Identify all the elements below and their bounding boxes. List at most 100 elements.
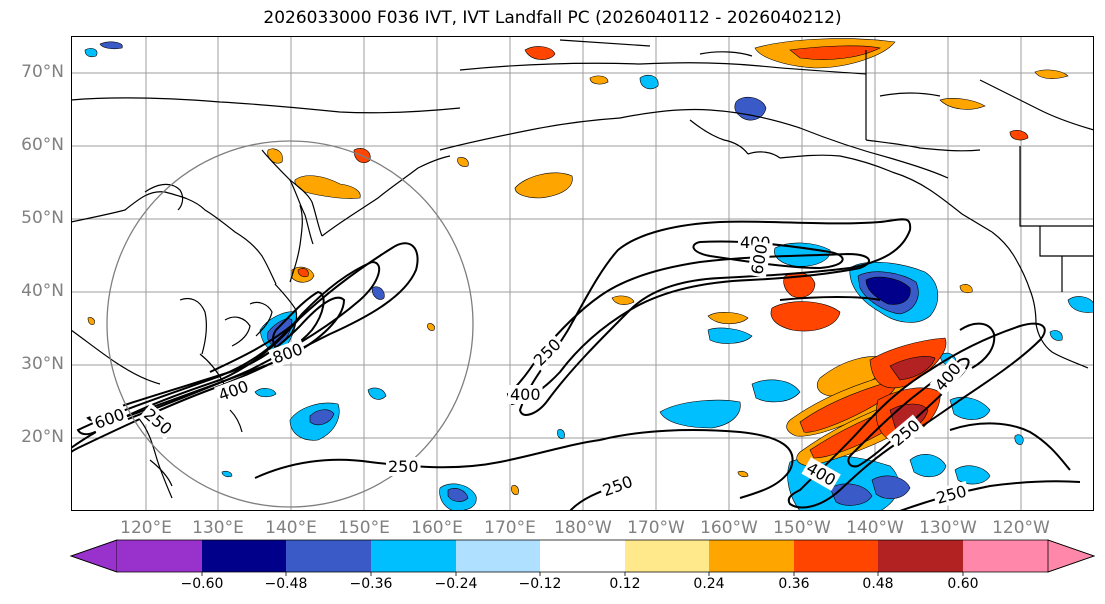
anomaly-positive-cnp-4 (611, 295, 635, 305)
contour-mid-250 (518, 218, 912, 416)
colorbar-tick-6: 0.12 (609, 576, 641, 592)
colorbar-bin-1 (117, 540, 202, 572)
anomaly-positive-arctic-4 (939, 98, 986, 110)
colorbar-bin-7 (625, 540, 709, 572)
anomaly-negative-sub-6 (871, 475, 911, 500)
map-frame (71, 36, 1094, 511)
lon-label-140w: 140°W (846, 518, 904, 538)
colorbar (69, 539, 1096, 576)
contour-label-halo (528, 333, 567, 372)
lat-label-50n: 50°N (21, 208, 64, 228)
anomaly-positive-asia-7 (297, 268, 309, 278)
colorbar-bin-3 (286, 540, 371, 572)
anomaly-negative-sub-2 (751, 379, 801, 403)
colorbar-bin-9 (794, 540, 878, 572)
contour-label-halo (929, 357, 967, 397)
colorbar-tick-1: −0.60 (180, 576, 224, 592)
anomaly-positive-asia-5 (457, 157, 469, 167)
anomaly-negative-sub-12 (1049, 330, 1063, 341)
contour-lob (959, 322, 996, 369)
lat-label-20n: 20°N (21, 427, 64, 447)
contour-label-halo (508, 385, 543, 404)
contour-se-200 (949, 422, 1071, 471)
contour-label-halo (932, 481, 971, 509)
anomaly-negative-cnp-4 (865, 276, 911, 305)
colorbar-tick-8: 0.36 (778, 576, 810, 592)
anomaly-positive-pacific-1 (511, 485, 519, 495)
lon-label-170w: 170°W (627, 518, 685, 538)
lon-label-130w: 130°W (919, 518, 977, 538)
contour-label-halo (214, 375, 253, 406)
anomaly-positive-streak-9 (889, 356, 936, 381)
anomaly-negative-pacific-7 (447, 488, 469, 502)
anomaly-negative-sub-13 (1014, 434, 1024, 445)
colorbar-bin-10 (878, 540, 963, 572)
colorbar-outline (69, 539, 1096, 573)
anomaly-positive-asia-9 (427, 323, 435, 331)
colorbar-bin-4 (371, 540, 456, 572)
lon-label-140e: 140°E (265, 518, 317, 538)
colorbar-bin-11 (963, 540, 1048, 572)
map-title: 2026033000 F036 IVT, IVT Landfall PC (20… (263, 8, 842, 28)
lat-label-70n: 70°N (21, 62, 64, 82)
anomaly-positive-arctic-5 (1009, 130, 1029, 141)
contour-label-halo (598, 471, 638, 501)
anomaly-negative-pacific-3 (309, 409, 335, 426)
contour-label-halo (138, 403, 178, 441)
anomaly-positive-cnp-5 (959, 284, 973, 294)
contour-label-halo (886, 414, 926, 452)
colorbar-bin-5 (456, 540, 540, 572)
lon-label-130e: 130°E (192, 518, 244, 538)
anomaly-negative-pacific-9 (221, 470, 233, 478)
contour-label-halo (801, 457, 841, 491)
colorbar-tick-3: −0.36 (349, 576, 393, 592)
lon-label-120w: 120°W (992, 518, 1050, 538)
contour-label-8: 250 (388, 457, 419, 476)
anomaly-negative-sub-7 (909, 454, 947, 478)
anomaly-negative-pacific-4 (254, 388, 277, 398)
contour-label-halo (747, 240, 772, 278)
anomaly-negative-pacific-8 (557, 429, 565, 439)
anomaly-negative-pacific-1 (371, 286, 385, 300)
contour-mid-low (779, 296, 881, 301)
anomaly-positive-arctic-3 (524, 46, 556, 60)
contour-label-halo (90, 403, 129, 434)
colorbar-extend-left (69, 539, 118, 573)
colorbar-tick-5: −0.12 (518, 576, 562, 592)
lon-label-150e: 150°E (338, 518, 390, 538)
lon-label-180w: 180°W (554, 518, 612, 538)
contour-ne-250 (787, 322, 1046, 509)
landfall-region-circle (106, 140, 474, 508)
anomaly-negative-pacific-5 (367, 387, 387, 400)
anomaly-positive-asia-8 (87, 317, 95, 325)
lat-label-60n: 60°N (21, 135, 64, 155)
contour-mid-400 (506, 252, 871, 406)
anomaly-negative-arctic-4 (99, 41, 123, 50)
anomaly-positive-arctic-2 (789, 45, 881, 60)
lat-label-40n: 40°N (21, 281, 64, 301)
anomaly-positive-arctic-7 (589, 75, 609, 85)
coastlines (71, 39, 1094, 499)
anomaly-negative-arctic-2 (734, 96, 767, 121)
anomaly-positive-cnp-2 (770, 301, 841, 332)
colorbar-tick-4: −0.24 (434, 576, 478, 592)
lon-label-150w: 150°W (773, 518, 831, 538)
lon-label-160w: 160°W (700, 518, 758, 538)
anomaly-negative-arctic-1 (639, 74, 659, 90)
lon-label-170e: 170°E (484, 518, 536, 538)
contour-label-halo (386, 457, 421, 476)
colorbar-tick-7: 0.24 (693, 576, 725, 592)
colorbar-tick-9: 0.48 (862, 576, 894, 592)
anomaly-positive-cnp-3 (707, 312, 749, 325)
colorbar-tick-2: −0.48 (264, 576, 308, 592)
lon-label-160e: 160°E (411, 518, 463, 538)
anomaly-negative-arctic-3 (84, 48, 98, 58)
lon-label-120e: 120°E (120, 518, 172, 538)
anomaly-negative-sub-1 (659, 399, 741, 429)
anomaly-positive-asia-4 (514, 172, 573, 199)
contour-label-halo (268, 338, 308, 369)
contour-jp-600 (86, 296, 346, 423)
anomaly-negative-cnp-5 (707, 327, 753, 344)
colorbar-bin-6 (540, 540, 625, 572)
colorbar-extend-right (1047, 539, 1096, 573)
